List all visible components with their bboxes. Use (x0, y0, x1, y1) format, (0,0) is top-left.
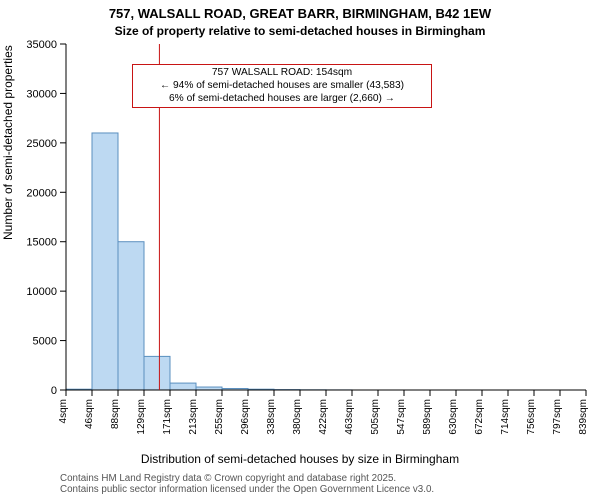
svg-text:30000: 30000 (26, 88, 57, 100)
svg-text:255sqm: 255sqm (214, 399, 225, 435)
annotation-line-1: 757 WALSALL ROAD: 154sqm (139, 67, 425, 80)
svg-text:589sqm: 589sqm (422, 399, 433, 435)
svg-text:547sqm: 547sqm (396, 399, 407, 435)
annotation-box: 757 WALSALL ROAD: 154sqm ← 94% of semi-d… (132, 64, 432, 108)
svg-text:797sqm: 797sqm (552, 399, 563, 435)
svg-text:338sqm: 338sqm (266, 399, 277, 435)
svg-text:10000: 10000 (26, 286, 57, 298)
x-axis-label: Distribution of semi-detached houses by … (0, 452, 600, 466)
svg-text:88sqm: 88sqm (110, 399, 121, 429)
svg-text:505sqm: 505sqm (370, 399, 381, 435)
annotation-line-3: 6% of semi-detached houses are larger (2… (139, 93, 425, 106)
svg-text:422sqm: 422sqm (318, 399, 329, 435)
svg-text:630sqm: 630sqm (448, 399, 459, 435)
svg-text:380sqm: 380sqm (292, 399, 303, 435)
svg-text:129sqm: 129sqm (136, 399, 147, 435)
svg-text:35000: 35000 (26, 39, 57, 51)
attribution-line-2: Contains public sector information licen… (60, 484, 434, 496)
svg-text:463sqm: 463sqm (344, 399, 355, 435)
attribution-line-1: Contains HM Land Registry data © Crown c… (60, 473, 434, 485)
svg-text:672sqm: 672sqm (474, 399, 485, 435)
svg-text:5000: 5000 (33, 336, 57, 348)
svg-text:756sqm: 756sqm (526, 399, 537, 435)
attribution: Contains HM Land Registry data © Crown c… (60, 473, 434, 497)
svg-text:296sqm: 296sqm (240, 399, 251, 435)
svg-text:0: 0 (51, 385, 57, 397)
svg-text:714sqm: 714sqm (500, 399, 511, 435)
svg-text:15000: 15000 (26, 237, 57, 249)
svg-text:25000: 25000 (26, 138, 57, 150)
svg-text:46sqm: 46sqm (84, 399, 95, 429)
svg-text:4sqm: 4sqm (58, 399, 69, 423)
annotation-line-2: ← 94% of semi-detached houses are smalle… (139, 80, 425, 93)
svg-text:839sqm: 839sqm (578, 399, 589, 435)
svg-text:171sqm: 171sqm (162, 399, 173, 435)
svg-text:20000: 20000 (26, 187, 57, 199)
svg-text:213sqm: 213sqm (188, 399, 199, 435)
